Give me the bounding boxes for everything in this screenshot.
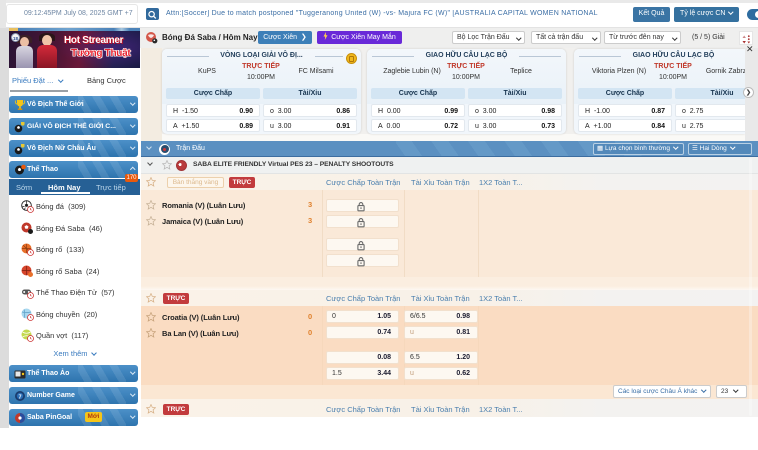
svg-text:7: 7 (18, 394, 21, 400)
